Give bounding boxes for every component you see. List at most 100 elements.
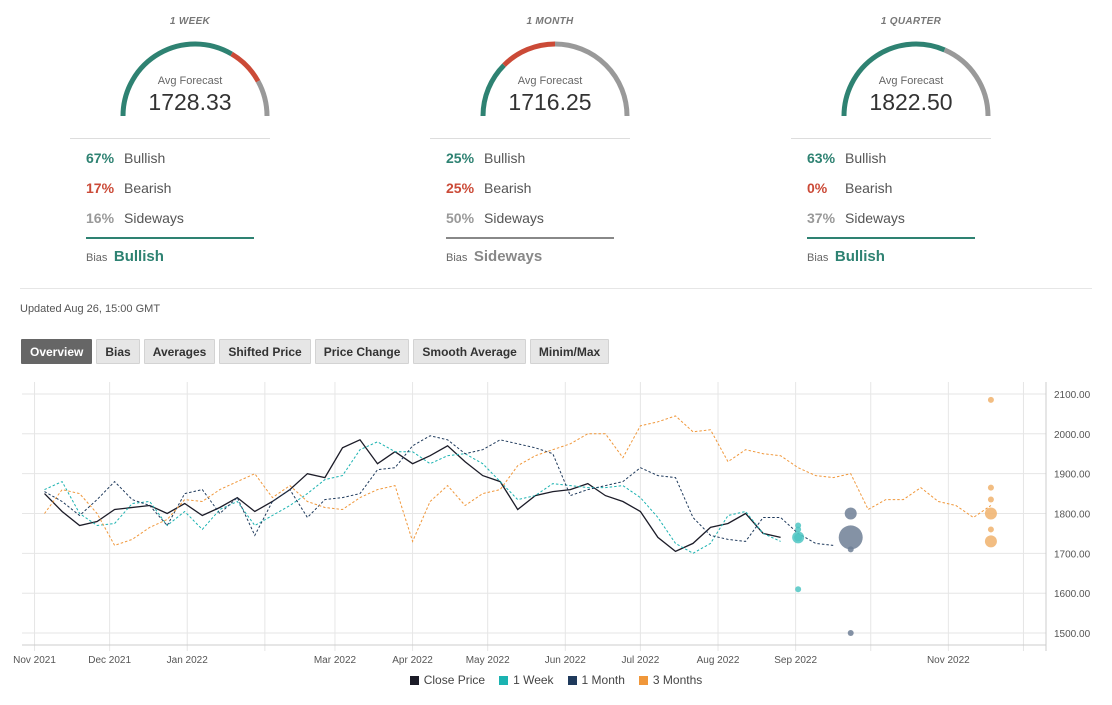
forecast-dot-1-month [847,630,854,637]
bullish-row: 63% Bullish [807,150,886,166]
forecast-gauge [841,41,991,117]
legend-label: 1 Month [581,673,625,687]
x-tick-label: Nov 2021 [13,655,56,666]
tab-smooth-average[interactable]: Smooth Average [413,339,526,364]
bias-underline [807,237,975,239]
panel-period: 1 WEEK [169,16,211,27]
bullish-label: Bullish [124,150,166,166]
gauge-sideways-arc [943,47,991,117]
bullish-row: 67% Bullish [86,150,165,166]
chart-tabs: Overview Bias Averages Shifted Price Price C… [21,339,610,364]
x-tick-label: Sep 2022 [774,655,817,666]
avg-forecast-value: 1822.50 [869,89,953,115]
bullish-row: 25% Bullish [446,150,525,166]
x-tick-label: Aug 2022 [697,655,740,666]
sideways-row: 50% Sideways [446,210,544,226]
bias-underline [446,237,614,239]
bias-value: Bullish [113,248,164,265]
y-tick-label: 1500.00 [1054,629,1091,640]
bullish-label: Bullish [845,150,887,166]
legend-label: 1 Week [513,673,554,687]
forecast-dot-1-week [795,526,802,533]
sideways-label: Sideways [845,210,905,226]
tab-averages[interactable]: Averages [143,339,216,364]
x-tick-label: Dec 2021 [88,655,131,666]
series-line-1-week [44,441,781,554]
bearish-label: Bearish [484,180,532,196]
legend-item-1-month[interactable]: 1 Month [567,673,625,687]
forecast-dot-1-month [838,525,863,550]
tab-shifted-price[interactable]: Shifted Price [219,339,311,364]
legend-label: 3 Months [652,673,703,687]
y-tick-label: 1800.00 [1054,510,1091,521]
bias-label: Bias [86,252,108,264]
bearish-percent: 17% [86,180,115,196]
sideways-label: Sideways [124,210,184,226]
forecast-dot-3-months [984,507,997,520]
gauge-bullish-arc [480,63,506,117]
avg-forecast-label: Avg Forecast [517,75,583,87]
series-line-3-months [44,415,992,547]
avg-forecast-label: Avg Forecast [157,75,223,87]
bullish-percent: 25% [446,150,475,166]
x-tick-label: Jul 2022 [621,655,659,666]
tab-bias[interactable]: Bias [96,339,140,364]
bearish-percent: 0% [807,180,828,196]
avg-forecast-value: 1716.25 [508,89,592,115]
panel-divider [70,138,270,139]
sideways-percent: 16% [86,210,115,226]
tab-minim-max[interactable]: Minim/Max [529,339,610,364]
y-tick-label: 2000.00 [1054,430,1091,441]
x-tick-label: Mar 2022 [314,655,357,666]
panel-period: 1 MONTH [526,16,574,27]
y-tick-label: 1600.00 [1054,589,1091,600]
bearish-row: 17% Bearish [86,180,171,196]
bias-label: Bias [446,252,468,264]
sideways-row: 16% Sideways [86,210,184,226]
bullish-percent: 67% [86,150,115,166]
updated-timestamp: Updated Aug 26, 15:00 GMT [20,303,161,315]
forecast-chart: 1500.00 1600.00 1700.00 1800.00 1900.00 2000.… [13,382,1091,666]
forecast-gauge [480,41,630,117]
gauge-sideways-arc [255,80,270,117]
bias-row: Bias Bullish [807,248,885,266]
tab-overview[interactable]: Overview [21,339,93,364]
legend-label: Close Price [423,673,486,687]
bearish-row: 25% Bearish [446,180,531,196]
x-tick-label: Jun 2022 [545,655,587,666]
bearish-row: 0% Bearish [807,180,892,196]
gauge-bearish-arc [230,51,261,83]
legend-item-3-months[interactable]: 3 Months [638,673,703,687]
avg-forecast-value: 1728.33 [148,89,232,115]
series-line-close-price [44,438,781,553]
forecast-gauge [120,41,270,117]
bias-row: Bias Bullish [86,248,164,266]
sideways-percent: 50% [446,210,475,226]
gauge-bullish-arc [841,41,946,117]
forecast-dot-1-month [844,507,857,520]
x-tick-label: May 2022 [466,655,510,666]
gauge-bullish-arc [120,41,233,117]
bias-label: Bias [807,252,829,264]
bias-row: Bias Sideways [446,248,542,266]
forecast-dot-3-months [987,396,994,403]
sideways-row: 37% Sideways [807,210,905,226]
sideways-label: Sideways [484,210,544,226]
gauge-bearish-arc [502,41,556,67]
tab-price-change[interactable]: Price Change [314,339,410,364]
x-tick-label: Apr 2022 [392,655,433,666]
bias-value: Sideways [473,248,543,265]
forecast-dot-3-months [987,496,994,503]
forecast-dot-3-months [987,526,994,533]
legend-swatch [567,675,577,685]
legend-item-close-price[interactable]: Close Price [409,673,486,687]
legend-item-1-week[interactable]: 1 Week [499,673,554,687]
y-tick-label: 1900.00 [1054,470,1091,481]
x-tick-label: Jan 2022 [167,655,209,666]
sideways-percent: 37% [807,210,836,226]
series-line-1-month [44,435,834,546]
forecast-dot-1-week [794,533,803,542]
forecast-dot-3-months [984,535,997,548]
legend-swatch [409,675,419,685]
bullish-percent: 63% [807,150,836,166]
